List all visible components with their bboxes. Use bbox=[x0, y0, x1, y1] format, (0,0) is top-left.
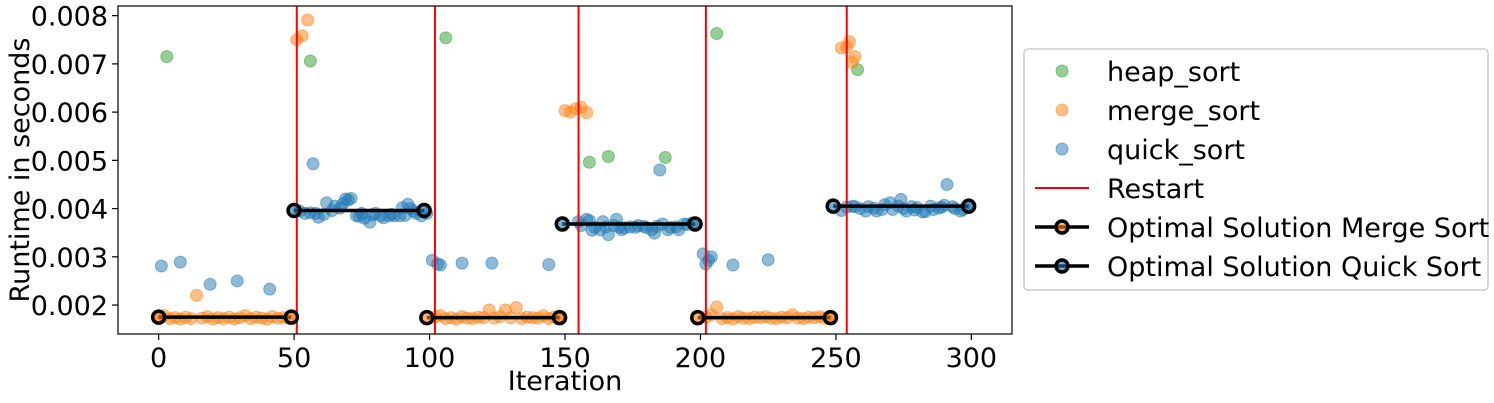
merge-sort-point bbox=[509, 300, 523, 314]
legend-label-optimal-solution-quick-sort: Optimal Solution Quick Sort bbox=[1107, 252, 1481, 283]
merge-sort-point bbox=[580, 106, 594, 120]
optimal-quick-sort-endpoint bbox=[554, 216, 571, 232]
legend: heap_sort merge_sort quick_sort Restart Opti… bbox=[1023, 48, 1489, 291]
legend-marker-heap-sort bbox=[1055, 64, 1069, 78]
heap-sort-point bbox=[710, 26, 724, 40]
optimal-merge-sort-endpoint bbox=[822, 309, 839, 326]
merge-sort-point bbox=[295, 29, 309, 43]
x-tick-label: 250 bbox=[810, 343, 862, 374]
y-tick-label: 0.004 bbox=[31, 195, 108, 226]
legend-box bbox=[1023, 48, 1489, 291]
optimal-quick-sort-endpoint bbox=[286, 202, 302, 219]
x-tick-label: 200 bbox=[675, 343, 727, 374]
optimal-quick-sort-endpoint bbox=[687, 216, 703, 232]
quick-sort-point bbox=[203, 277, 217, 291]
y-tick-label: 0.008 bbox=[31, 2, 108, 33]
legend-label-merge-sort: merge_sort bbox=[1107, 96, 1260, 127]
quick-sort-point bbox=[173, 255, 187, 269]
legend-marker-optimal-solution-merge-sort bbox=[1054, 219, 1070, 235]
quick-sort-point bbox=[263, 282, 277, 296]
legend-label-optimal-solution-merge-sort: Optimal Solution Merge Sort bbox=[1107, 213, 1489, 244]
optimal-merge-sort-endpoint bbox=[551, 309, 568, 326]
heap-sort-point bbox=[160, 50, 174, 64]
legend-marker-quick-sort bbox=[1055, 142, 1069, 156]
merge-sort-point bbox=[190, 288, 204, 302]
x-tick-label: 150 bbox=[539, 343, 591, 374]
quick-sort-point bbox=[455, 256, 469, 270]
quick-sort-point bbox=[542, 258, 556, 272]
heap-sort-point bbox=[582, 155, 596, 169]
legend-label-heap-sort: heap_sort bbox=[1107, 57, 1240, 88]
legend-label-quick-sort: quick_sort bbox=[1107, 135, 1245, 166]
legend-marker-merge-sort bbox=[1055, 103, 1069, 117]
optimal-quick-sort-endpoint bbox=[960, 198, 977, 214]
y-tick-label: 0.003 bbox=[31, 243, 108, 274]
quick-sort-point bbox=[726, 258, 740, 272]
x-tick-label: 50 bbox=[277, 343, 311, 374]
optimal-merge-sort-endpoint bbox=[419, 309, 435, 326]
merge-sort-point bbox=[710, 300, 724, 314]
y-tick-label: 0.006 bbox=[31, 98, 108, 129]
optimal-merge-sort-endpoint bbox=[283, 309, 300, 325]
merge-sort-point bbox=[842, 35, 856, 49]
legend-label-restart: Restart bbox=[1107, 174, 1204, 205]
quick-sort-point bbox=[433, 258, 447, 272]
optimal-quick-sort-endpoint bbox=[416, 202, 432, 219]
optimal-merge-sort-endpoint bbox=[689, 309, 706, 326]
heap-sort-point bbox=[601, 149, 615, 163]
legend-marker-optimal-solution-quick-sort bbox=[1054, 258, 1070, 274]
quick-sort-point bbox=[485, 256, 499, 270]
heap-sort-point bbox=[303, 54, 317, 68]
y-tick-label: 0.002 bbox=[31, 291, 108, 322]
quick-sort-point bbox=[940, 177, 954, 191]
merge-sort-point bbox=[301, 13, 315, 27]
quick-sort-point bbox=[761, 253, 775, 267]
heap-sort-point bbox=[658, 150, 672, 164]
x-axis: 0 50 100 150 200 250 300 bbox=[150, 334, 997, 374]
quick-sort-point bbox=[653, 163, 667, 177]
x-tick-label: 100 bbox=[404, 343, 456, 374]
x-tick-label: 300 bbox=[946, 343, 998, 374]
quick-sort-point bbox=[344, 191, 358, 205]
x-axis-label: Iteration bbox=[508, 366, 623, 397]
quick-sort-point bbox=[704, 250, 718, 264]
y-axis: 0.002 0.003 0.004 0.005 0.006 0.007 0.008 bbox=[31, 2, 118, 322]
x-tick-label: 0 bbox=[150, 343, 167, 374]
plot-content bbox=[150, 6, 977, 334]
quick-sort-point bbox=[154, 259, 168, 273]
merge-sort-point bbox=[848, 50, 862, 64]
quick-sort-point bbox=[306, 157, 320, 171]
heap-sort-point bbox=[439, 31, 453, 45]
optimal-merge-sort-endpoint bbox=[150, 309, 167, 325]
optimal-quick-sort-endpoint bbox=[825, 198, 841, 214]
y-tick-label: 0.007 bbox=[31, 50, 108, 81]
quick-sort-point bbox=[230, 274, 244, 288]
y-tick-label: 0.005 bbox=[31, 146, 108, 177]
y-axis-label: Runtime in seconds bbox=[5, 38, 36, 303]
